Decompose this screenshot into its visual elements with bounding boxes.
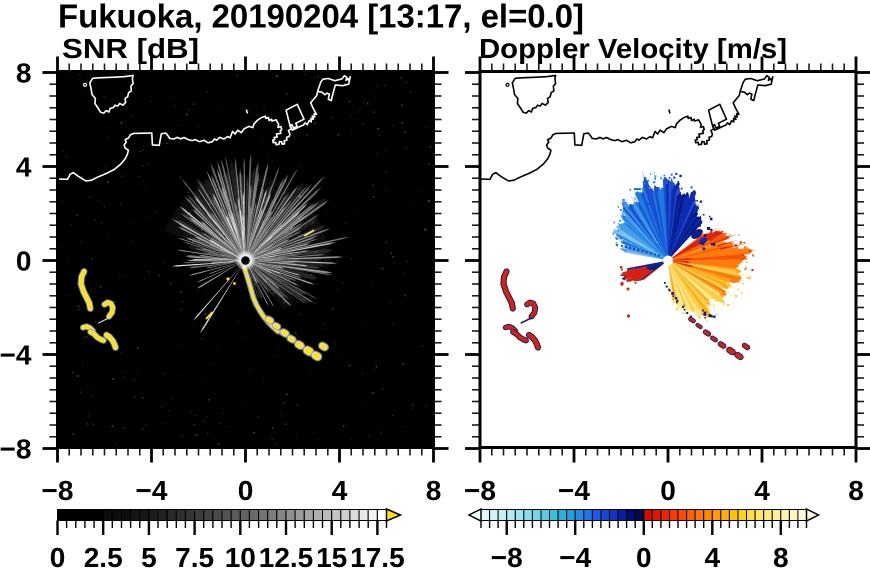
svg-text:4: 4: [754, 475, 770, 506]
svg-text:8: 8: [426, 475, 442, 506]
svg-text:0: 0: [238, 475, 254, 506]
svg-text:2.5: 2.5: [84, 542, 123, 570]
svg-text:Doppler Velocity [m/s]: Doppler Velocity [m/s]: [479, 33, 787, 64]
svg-text:−4: −4: [558, 475, 590, 506]
svg-text:0: 0: [16, 246, 32, 277]
svg-text:15: 15: [316, 542, 347, 570]
svg-text:Fukuoka, 20190204 [13:17, el=0: Fukuoka, 20190204 [13:17, el=0.0]: [58, 0, 584, 34]
svg-text:4: 4: [332, 475, 348, 506]
svg-text:0: 0: [50, 542, 66, 570]
svg-text:−8: −8: [464, 475, 496, 506]
svg-text:8: 8: [848, 475, 864, 506]
svg-text:−8: −8: [42, 475, 74, 506]
svg-text:−8: −8: [491, 542, 523, 570]
svg-text:8: 8: [16, 58, 32, 89]
svg-text:0: 0: [660, 475, 676, 506]
svg-text:10: 10: [225, 542, 256, 570]
svg-text:12.5: 12.5: [259, 542, 314, 570]
svg-text:−4: −4: [559, 542, 591, 570]
svg-text:7.5: 7.5: [175, 542, 214, 570]
svg-text:17.5: 17.5: [350, 542, 405, 570]
svg-text:8: 8: [773, 542, 789, 570]
svg-text:SNR [dB]: SNR [dB]: [62, 33, 199, 64]
svg-text:4: 4: [16, 152, 32, 183]
svg-text:4: 4: [705, 542, 721, 570]
svg-text:−4: −4: [0, 340, 32, 371]
svg-text:0: 0: [636, 542, 652, 570]
svg-text:−4: −4: [136, 475, 168, 506]
svg-text:−8: −8: [0, 434, 32, 465]
svg-text:5: 5: [141, 542, 157, 570]
